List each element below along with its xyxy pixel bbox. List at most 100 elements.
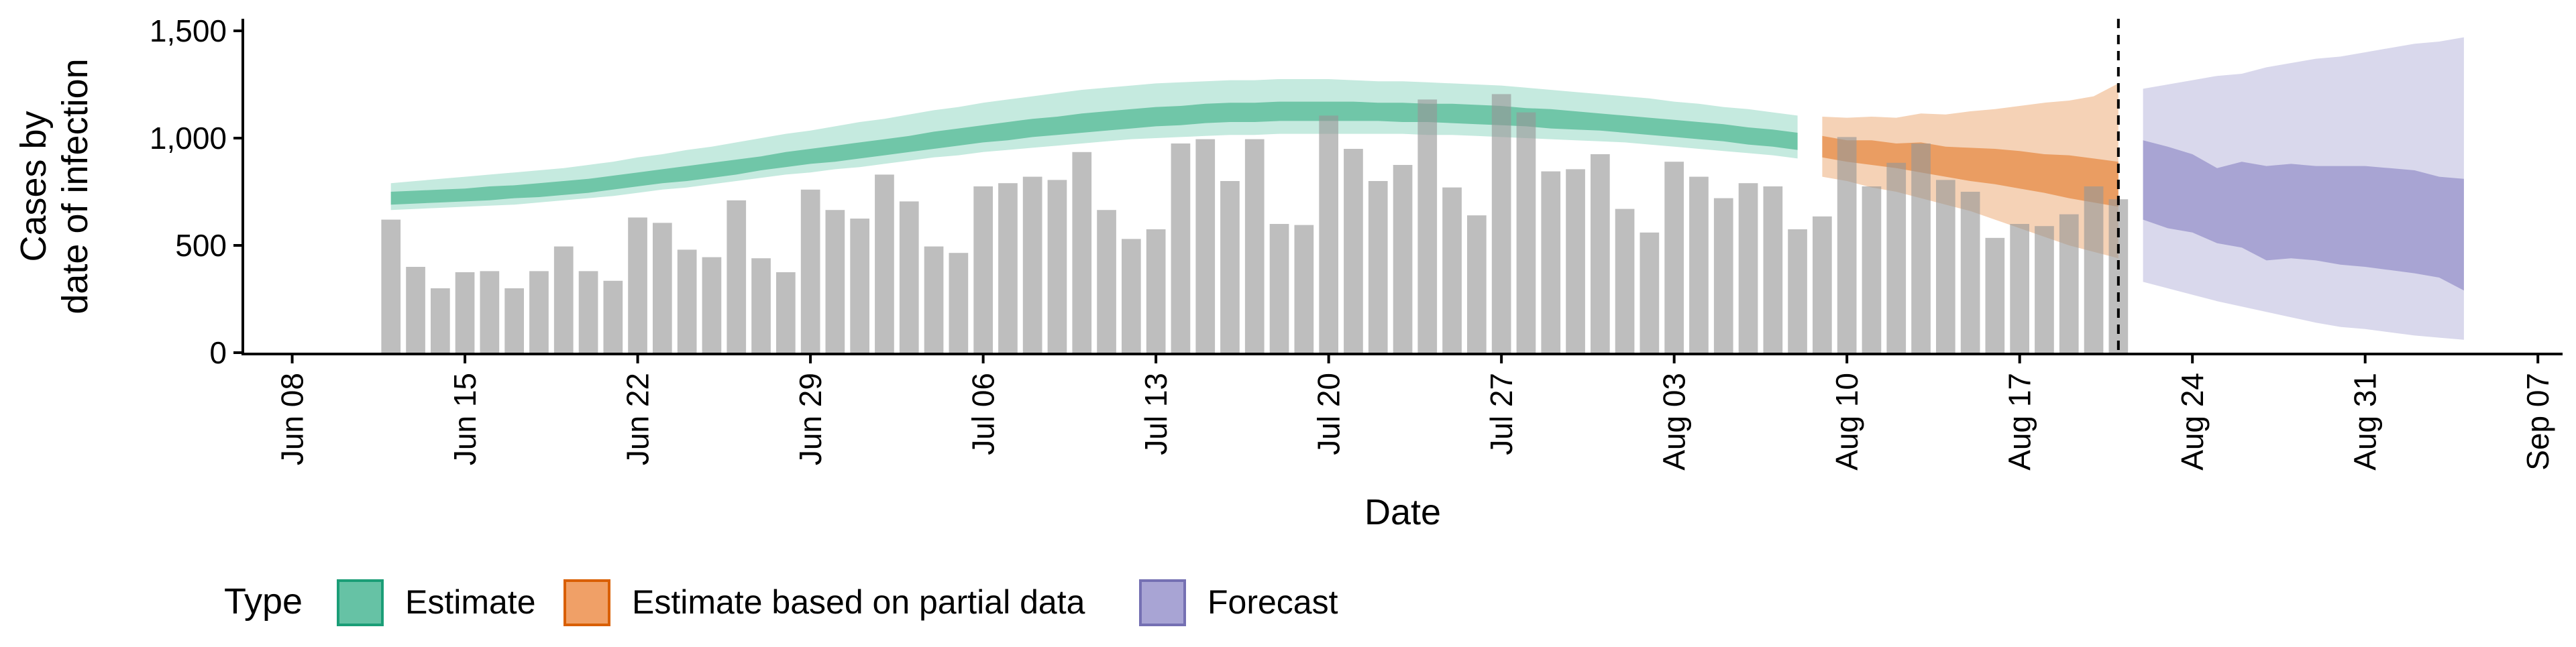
case-bar bbox=[1936, 180, 1955, 353]
case-bar bbox=[1220, 181, 1240, 353]
x-tick-label: Aug 17 bbox=[2002, 373, 2037, 471]
case-bar bbox=[1442, 187, 1462, 353]
case-bar bbox=[529, 271, 549, 353]
case-bar bbox=[628, 217, 647, 353]
case-bar bbox=[504, 288, 524, 353]
case-bar bbox=[825, 210, 845, 353]
case-bar bbox=[1985, 237, 2005, 353]
case-bars bbox=[381, 94, 2129, 353]
case-bar bbox=[1615, 209, 1635, 353]
case-bar bbox=[899, 201, 919, 353]
case-bar bbox=[800, 189, 820, 353]
case-bar bbox=[973, 186, 993, 353]
x-tick-label: Aug 10 bbox=[1829, 373, 1864, 471]
x-tick-label: Aug 03 bbox=[1657, 373, 1692, 471]
case-bar bbox=[949, 253, 969, 353]
case-bar bbox=[1269, 224, 1289, 353]
uncertainty-bands bbox=[390, 37, 2464, 340]
case-bar bbox=[2035, 226, 2054, 353]
case-bar bbox=[1171, 143, 1191, 353]
case-bar bbox=[1738, 183, 1758, 353]
legend-label: Estimate based on partial data bbox=[632, 583, 1085, 621]
x-tick-label: Jun 22 bbox=[621, 373, 655, 465]
case-bar bbox=[2010, 224, 2029, 353]
legend-label: Estimate bbox=[405, 583, 536, 621]
x-tick-label: Jun 08 bbox=[275, 373, 310, 465]
case-bar bbox=[1491, 94, 1511, 353]
x-axis-title: Date bbox=[1364, 492, 1441, 532]
case-bar bbox=[1788, 229, 1807, 353]
case-bar bbox=[1294, 225, 1314, 353]
band50-1 bbox=[1822, 135, 2118, 207]
case-bar bbox=[1566, 169, 1585, 353]
x-tick-label: Jun 15 bbox=[447, 373, 482, 465]
case-bar bbox=[455, 272, 475, 353]
case-bar bbox=[850, 219, 869, 353]
case-bar bbox=[924, 246, 944, 353]
case-bar bbox=[677, 249, 697, 353]
case-bar bbox=[1097, 210, 1116, 353]
case-bar bbox=[1319, 115, 1338, 353]
case-bar bbox=[1886, 162, 1907, 353]
legend-key bbox=[1139, 579, 1186, 626]
case-bar bbox=[727, 200, 747, 353]
case-bar bbox=[1368, 181, 1388, 353]
case-bar bbox=[1467, 215, 1487, 353]
case-bar bbox=[2084, 186, 2104, 353]
axes: 0 500 1,000 1,500 Jun 08 Jun 15 Jun 22 Jun 29 Ju… bbox=[13, 13, 2563, 532]
case-bar bbox=[1640, 232, 1660, 353]
legend-key bbox=[337, 579, 384, 626]
case-bar bbox=[1047, 180, 1067, 353]
case-bar bbox=[480, 271, 500, 353]
case-bar bbox=[1417, 99, 1438, 353]
case-bar bbox=[1195, 139, 1216, 353]
band50-2 bbox=[2143, 140, 2464, 291]
y-tick-label: 1,500 bbox=[150, 13, 227, 48]
case-bar bbox=[1960, 192, 1980, 353]
case-bar bbox=[431, 288, 450, 353]
y-tick-label: 0 bbox=[209, 335, 227, 370]
case-bar bbox=[1244, 139, 1265, 353]
case-bar bbox=[998, 183, 1018, 353]
case-bar bbox=[381, 219, 401, 353]
case-bar bbox=[1837, 137, 1857, 353]
legend: Type Estimate Estimate based on partial da… bbox=[224, 579, 1338, 626]
case-bar bbox=[776, 272, 796, 353]
x-tick-label: Aug 24 bbox=[2175, 373, 2210, 471]
case-bar bbox=[1516, 112, 1536, 353]
case-bar bbox=[553, 246, 574, 353]
case-bar bbox=[653, 223, 672, 353]
x-tick-label: Jul 27 bbox=[1484, 373, 1519, 455]
x-tick-label: Jul 13 bbox=[1138, 373, 1173, 455]
case-bar bbox=[578, 271, 598, 353]
case-bar bbox=[406, 267, 425, 353]
x-tick-label: Aug 31 bbox=[2348, 373, 2383, 471]
legend-key bbox=[564, 579, 610, 626]
case-bar bbox=[603, 280, 623, 353]
case-bar bbox=[1689, 176, 1709, 353]
case-bar bbox=[1146, 229, 1166, 353]
case-bar bbox=[1591, 154, 1610, 353]
y-tick-label: 1,000 bbox=[150, 121, 227, 156]
case-bar bbox=[1122, 239, 1141, 353]
legend-label: Forecast bbox=[1208, 583, 1338, 621]
case-bar bbox=[751, 258, 771, 353]
case-bar bbox=[1862, 186, 1882, 353]
case-bar bbox=[1344, 149, 1363, 353]
x-tick-label: Jul 20 bbox=[1311, 373, 1346, 455]
case-bar bbox=[1763, 186, 1783, 353]
case-bar bbox=[702, 257, 722, 353]
case-bar bbox=[1713, 198, 1733, 353]
case-bar bbox=[1022, 176, 1042, 353]
case-bar bbox=[1541, 171, 1561, 353]
case-bar bbox=[1911, 143, 1931, 353]
case-bar bbox=[2059, 214, 2079, 353]
case-bar bbox=[1664, 162, 1684, 353]
band50-0 bbox=[390, 101, 1798, 205]
y-axis-title: Cases bydate of infection bbox=[13, 58, 95, 314]
y-tick-label: 500 bbox=[175, 228, 227, 263]
legend-title: Type bbox=[224, 581, 303, 622]
x-tick-label: Jul 06 bbox=[966, 373, 1001, 455]
